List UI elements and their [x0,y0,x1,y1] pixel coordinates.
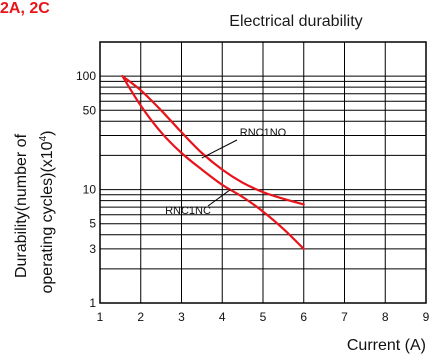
x-tick-labels: 1 2 3 4 5 6 7 8 9 [97,310,430,324]
x-tick-label: 9 [423,310,430,324]
chart-title: Electrical durability [229,13,362,30]
x-axis-label: Current (A) [347,337,426,354]
y-tick-label: 100 [76,69,96,83]
y-tick-label: 50 [83,103,97,117]
series-line-rnc1nc [121,75,305,250]
x-tick-label: 6 [300,310,307,324]
y-axis-label-line1: Durability(number of [13,133,30,278]
annotation-label: RNC1NO [240,127,287,139]
y-tick-label: 3 [89,242,96,256]
annotation-label: RNC1NC [165,205,211,217]
annotation-leader [207,189,231,207]
x-tick-label: 5 [260,310,267,324]
x-tick-label: 7 [341,310,348,324]
annotation-leader [201,139,238,159]
x-tick-label: 1 [97,310,104,324]
y-tick-labels: 1 3 5 10 50 100 [76,69,96,310]
y-tick-label: 10 [83,183,97,197]
annotations: RNC1NO RNC1NC [165,127,287,217]
x-tick-label: 4 [219,310,226,324]
grid [99,41,427,304]
y-tick-label: 5 [89,217,96,231]
plot-frame [99,41,427,304]
y-tick-label: 1 [89,296,96,310]
x-tick-label: 3 [178,310,185,324]
x-tick-label: 2 [137,310,144,324]
series-lines [121,75,305,250]
y-axis-label: Durability(number of operating cycles)(x… [13,131,56,294]
y-axis-label-close: ) [39,131,56,136]
header-fragment: 2A, 2C [0,0,50,17]
plot-border [99,41,427,304]
y-axis-label-line2: operating cycles)(x104) [38,131,56,294]
series-line-rnc1no [121,75,305,206]
y-axis-label-exponent: 4 [38,135,49,141]
x-tick-label: 8 [382,310,389,324]
y-axis-label-main: operating cycles)(x10 [39,141,56,293]
